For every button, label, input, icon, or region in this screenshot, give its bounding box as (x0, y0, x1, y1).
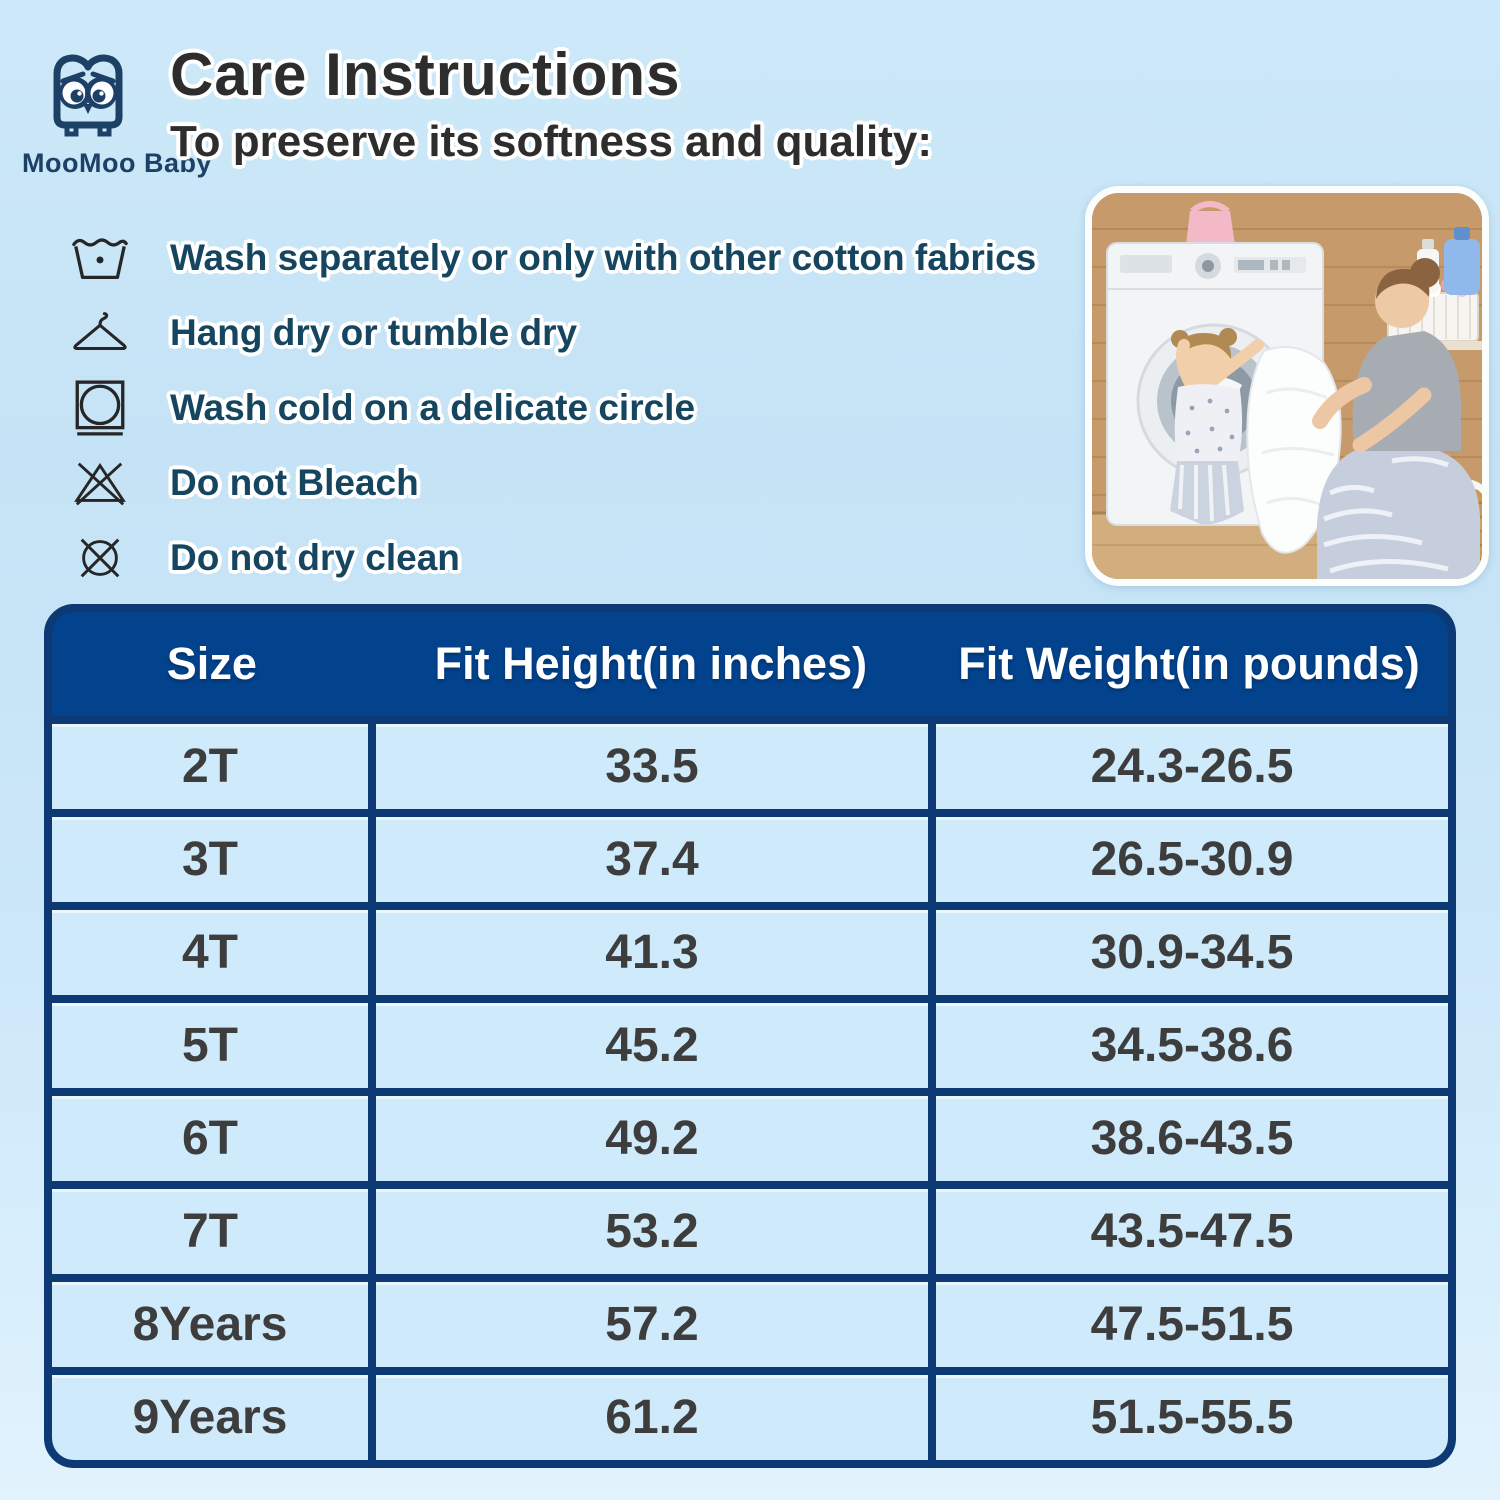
table-header: Size Fit Height(in inches) Fit Weight(in… (52, 612, 1448, 716)
headline: Care Instructions To preserve its softne… (170, 40, 932, 167)
brand-name: MooMoo Baby (22, 148, 212, 178)
height-cell: 57.2 (376, 1282, 928, 1367)
laundry-photo (1085, 186, 1489, 586)
size-cell: 4T (52, 910, 368, 995)
column-header-fit-height: Fit Height(in inches) (434, 638, 868, 689)
height-cell: 41.3 (376, 910, 928, 995)
weight-cell: 51.5-55.5 (936, 1375, 1448, 1460)
care-item-label: Wash separately or only with other cotto… (170, 236, 1037, 278)
height-cell: 45.2 (376, 1003, 928, 1088)
brand-logo: MooMoo Baby (22, 46, 212, 179)
weight-cell: 26.5-30.9 (936, 817, 1448, 902)
size-cell: 3T (52, 817, 368, 902)
owl-logo-icon (53, 54, 123, 137)
column-header-fit-weight: Fit Weight(in pounds) (958, 638, 1420, 689)
do-not-dry-clean-icon (62, 531, 138, 585)
delicate-cycle-icon (62, 378, 138, 438)
height-cell: 49.2 (376, 1096, 928, 1181)
mother-figure (1312, 258, 1481, 579)
care-item-label: Do not dry clean (170, 536, 460, 578)
height-cell: 53.2 (376, 1189, 928, 1274)
white-towel (1246, 346, 1342, 554)
list-item: Do not dry clean (62, 520, 1036, 595)
size-cell: 6T (52, 1096, 368, 1181)
do-not-bleach-icon (62, 457, 138, 509)
size-cell: 2T (52, 724, 368, 809)
weight-cell: 47.5-51.5 (936, 1282, 1448, 1367)
weight-cell: 43.5-47.5 (936, 1189, 1448, 1274)
weight-cell: 30.9-34.5 (936, 910, 1448, 995)
size-cell: 8Years (52, 1282, 368, 1367)
size-cell: 5T (52, 1003, 368, 1088)
weight-cell: 24.3-26.5 (936, 724, 1448, 809)
height-cell: 37.4 (376, 817, 928, 902)
size-cell: 9Years (52, 1375, 368, 1460)
list-item: Wash cold on a delicate circle (62, 370, 1036, 445)
child-figure (1170, 328, 1264, 525)
care-item-label: Wash cold on a delicate circle (170, 386, 696, 428)
wash-tub-icon (62, 232, 138, 284)
size-cell: 7T (52, 1189, 368, 1274)
column-header-size: Size (166, 638, 257, 689)
list-item: Do not Bleach (62, 445, 1036, 520)
weight-cell: 38.6-43.5 (936, 1096, 1448, 1181)
height-cell: 61.2 (376, 1375, 928, 1460)
page-subtitle: To preserve its softness and quality: (170, 117, 933, 166)
list-item: Hang dry or tumble dry (62, 295, 1036, 370)
pink-jug (1186, 201, 1235, 245)
care-item-label: Hang dry or tumble dry (170, 311, 578, 353)
care-item-label: Do not Bleach (170, 461, 419, 503)
height-cell: 33.5 (376, 724, 928, 809)
care-instruction-list: Wash separately or only with other cotto… (62, 220, 1036, 595)
size-chart-table: Size Fit Height(in inches) Fit Weight(in… (44, 604, 1456, 1468)
hanger-icon (62, 311, 138, 355)
page-title: Care Instructions (170, 41, 681, 108)
list-item: Wash separately or only with other cotto… (62, 220, 1036, 295)
weight-cell: 34.5-38.6 (936, 1003, 1448, 1088)
